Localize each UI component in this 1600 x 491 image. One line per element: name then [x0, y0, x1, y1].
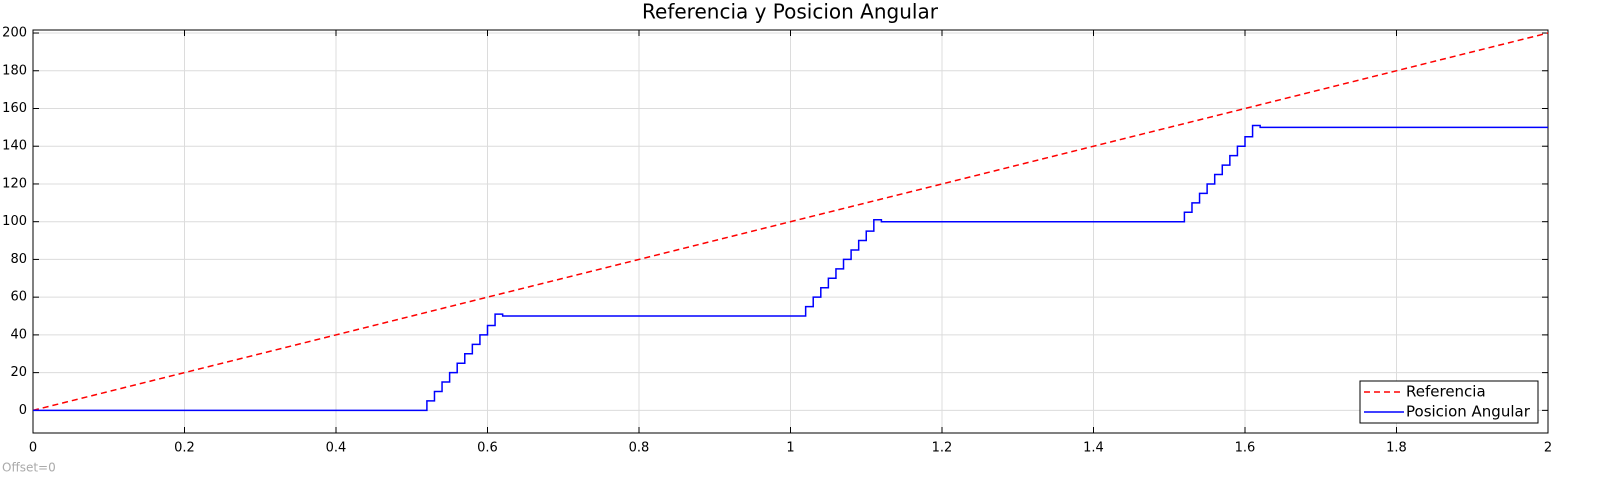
- x-tick-label: 0: [29, 441, 37, 456]
- x-tick-label: 1.8: [1386, 441, 1407, 456]
- y-tick-label: 180: [2, 63, 27, 78]
- legend-box: [1359, 380, 1539, 424]
- chart-title: Referencia y Posicion Angular: [642, 0, 939, 24]
- y-tick-label: 80: [10, 252, 27, 267]
- y-tick-label: 20: [10, 365, 27, 380]
- x-tick-label: 0.8: [629, 441, 650, 456]
- y-tick-label: 200: [2, 26, 27, 41]
- y-tick-label: 120: [2, 176, 27, 191]
- x-tick-label: 1.2: [932, 441, 953, 456]
- x-tick-label: 1.4: [1083, 441, 1104, 456]
- y-tick-label: 160: [2, 101, 27, 116]
- y-tick-label: 40: [10, 327, 27, 342]
- x-tick-label: 0.6: [477, 441, 498, 456]
- y-tick-label: 100: [2, 214, 27, 229]
- annotation: Offset=0: [2, 461, 56, 475]
- series-line: [33, 124, 1548, 412]
- series-line: [32, 32, 1549, 412]
- y-tick-label: 0: [19, 403, 27, 418]
- x-tick-label: 1: [786, 441, 794, 456]
- x-tick-label: 0.2: [174, 441, 195, 456]
- x-tick-label: 2: [1544, 441, 1552, 456]
- y-tick-label: 140: [2, 139, 27, 154]
- y-tick-label: 60: [10, 290, 27, 305]
- x-tick-label: 1.6: [1235, 441, 1256, 456]
- legend-label: Referencia: [1406, 383, 1486, 401]
- x-tick-label: 0.4: [326, 441, 347, 456]
- plot-frame: [32, 29, 1549, 434]
- legend-label: Posicion Angular: [1406, 403, 1531, 421]
